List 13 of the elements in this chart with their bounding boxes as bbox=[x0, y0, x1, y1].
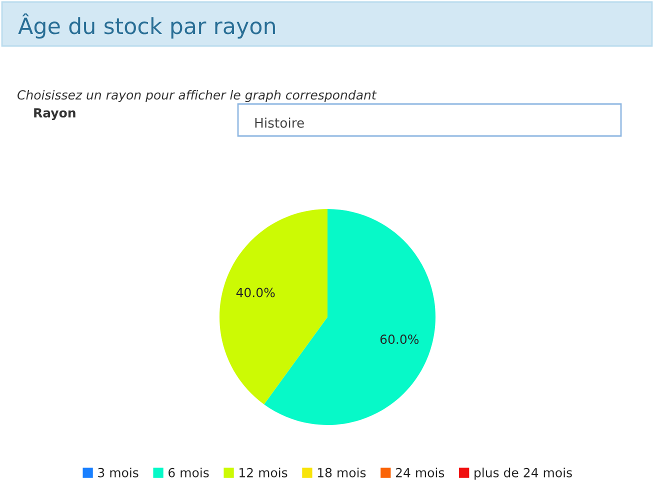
text: Choisissez un rayon pour afficher le graph correspondant bbox=[18, 90, 377, 102]
data-label: 40.0% bbox=[236, 288, 275, 298]
chart-title: Âge du stock par rayon bbox=[18, 13, 275, 39]
legend-label: 6 mois bbox=[168, 468, 209, 478]
legend-label: plus de 24 mois bbox=[474, 468, 572, 480]
legend-label: 24 mois bbox=[396, 468, 444, 478]
text: Histoire bbox=[255, 118, 304, 128]
text: Rayon bbox=[34, 108, 76, 120]
legend-label: 3 mois bbox=[98, 468, 138, 478]
data-label: 60.0% bbox=[380, 334, 419, 344]
legend-label: 12 mois bbox=[240, 468, 288, 478]
legend-label: 18 mois bbox=[318, 468, 366, 478]
pie-slice bbox=[220, 209, 328, 404]
